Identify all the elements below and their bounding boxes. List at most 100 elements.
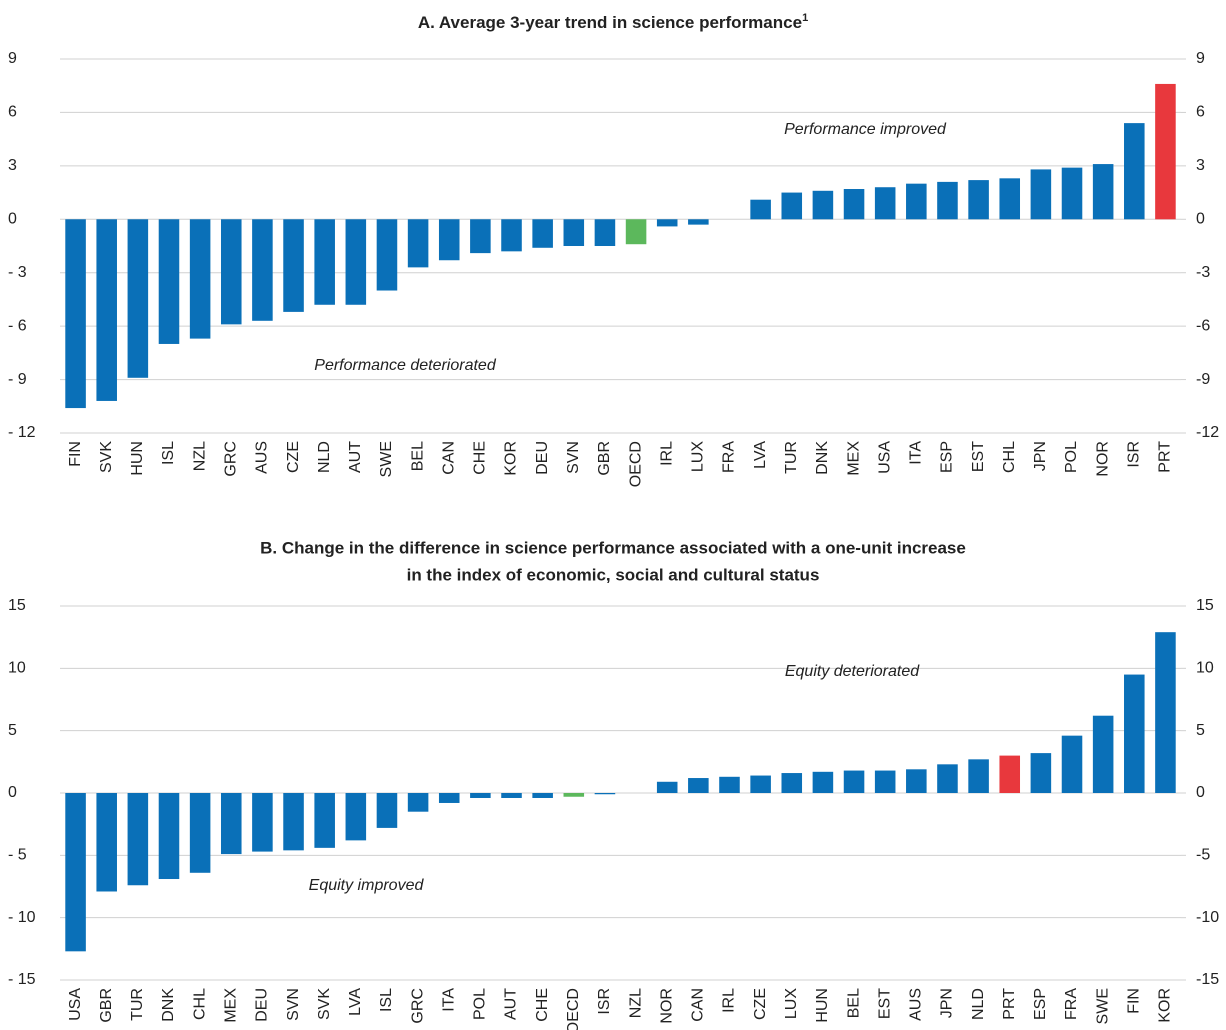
bar — [1092, 164, 1114, 220]
y-tick-label: - 12 — [8, 424, 36, 441]
bar — [283, 793, 304, 851]
bar — [438, 219, 460, 261]
x-tick-label: MEX — [845, 441, 862, 476]
x-tick-label: GBR — [596, 441, 613, 476]
x-tick-label: ESP — [1032, 988, 1049, 1020]
x-tick-label: ITA — [908, 441, 925, 465]
bar — [594, 219, 616, 246]
bar — [656, 219, 678, 227]
x-tick-label: GBR — [98, 988, 115, 1023]
y-tick-label: 15 — [8, 597, 26, 614]
bar — [906, 183, 927, 220]
x-tick-label: AUS — [908, 988, 925, 1021]
y2-tick-label: 5 — [1196, 722, 1205, 739]
bar — [189, 793, 211, 873]
x-tick-label: GRC — [409, 988, 426, 1024]
x-tick-label: BEL — [845, 988, 862, 1018]
x-tick-label: SWE — [378, 441, 395, 477]
bar — [96, 219, 117, 401]
x-tick-label: LUX — [690, 441, 707, 472]
annotation: Equity improved — [309, 877, 425, 894]
x-tick-label: SVK — [98, 441, 115, 473]
x-tick-label: AUT — [503, 988, 520, 1020]
x-tick-label: POL — [472, 988, 489, 1020]
bar — [470, 793, 491, 798]
bar — [438, 793, 460, 803]
x-tick-label: TUR — [783, 441, 800, 474]
y-tick-label: 5 — [8, 722, 17, 739]
annotation: Equity deteriorated — [785, 663, 920, 680]
x-tick-label: OECD — [627, 441, 644, 487]
x-tick-label: DEU — [254, 988, 271, 1022]
bar — [252, 219, 273, 321]
bar — [688, 219, 709, 225]
y-tick-label: - 9 — [8, 371, 27, 388]
x-tick-label: NOR — [1094, 441, 1111, 477]
bar — [563, 793, 585, 797]
x-tick-label: SWE — [1094, 988, 1111, 1024]
x-tick-label: SVN — [285, 988, 302, 1021]
x-tick-label: IRL — [658, 441, 675, 466]
bar — [719, 776, 740, 793]
x-tick-label: POL — [1063, 441, 1080, 473]
bar — [376, 793, 398, 828]
bar — [625, 219, 647, 245]
y2-tick-label: 0 — [1196, 784, 1205, 801]
x-tick-label: LUX — [783, 988, 800, 1019]
bar — [470, 219, 491, 254]
bar — [688, 778, 709, 793]
x-tick-label: FIN — [1126, 988, 1143, 1014]
bar — [937, 181, 958, 220]
x-tick-label: DNK — [814, 441, 831, 475]
x-tick-label: EST — [970, 441, 987, 472]
bar — [656, 781, 678, 793]
bar — [1061, 167, 1083, 220]
x-tick-label: USA — [876, 441, 893, 474]
bar — [1124, 123, 1145, 220]
y-tick-label: - 10 — [8, 909, 36, 926]
chart-title: in the index of economic, social and cul… — [407, 565, 820, 584]
x-tick-label: SVK — [316, 988, 333, 1020]
y2-tick-label: -5 — [1196, 847, 1210, 864]
y2-tick-label: -6 — [1196, 317, 1210, 334]
bar — [874, 770, 896, 793]
y-tick-label: - 5 — [8, 847, 27, 864]
bar — [65, 219, 86, 409]
x-tick-label: CZE — [285, 441, 302, 473]
bar — [96, 793, 117, 892]
x-tick-label: IRL — [721, 988, 738, 1013]
y-tick-label: 10 — [8, 660, 26, 677]
bar — [345, 219, 367, 305]
y-tick-label: - 3 — [8, 264, 27, 281]
bar — [158, 219, 180, 344]
y2-tick-label: 0 — [1196, 211, 1205, 228]
x-tick-label: KOR — [1157, 988, 1174, 1023]
x-tick-label: CAN — [440, 441, 457, 475]
bar — [999, 755, 1021, 793]
y-tick-label: 0 — [8, 784, 17, 801]
x-tick-label: DEU — [534, 441, 551, 475]
y2-tick-label: -15 — [1196, 971, 1219, 988]
x-tick-label: JPN — [1032, 441, 1049, 471]
x-tick-label: DNK — [160, 988, 177, 1022]
x-tick-label: NOR — [658, 988, 675, 1024]
y-tick-label: - 6 — [8, 317, 27, 334]
x-tick-label: BEL — [409, 441, 426, 471]
bar — [532, 793, 553, 798]
x-tick-label: LVA — [347, 988, 364, 1016]
y2-tick-label: 9 — [1196, 50, 1205, 67]
bar — [906, 769, 927, 793]
bar — [1155, 83, 1176, 220]
y2-tick-label: 10 — [1196, 660, 1214, 677]
y-tick-label: - 15 — [8, 971, 36, 988]
bar — [1030, 169, 1052, 220]
x-tick-label: ISR — [596, 988, 613, 1015]
x-tick-label: NLD — [970, 988, 987, 1020]
bar — [937, 764, 958, 793]
bar — [812, 190, 834, 220]
x-tick-label: AUS — [254, 441, 271, 474]
bar — [158, 793, 180, 880]
x-tick-label: CHE — [534, 988, 551, 1022]
title-superscript: 1 — [802, 12, 808, 24]
